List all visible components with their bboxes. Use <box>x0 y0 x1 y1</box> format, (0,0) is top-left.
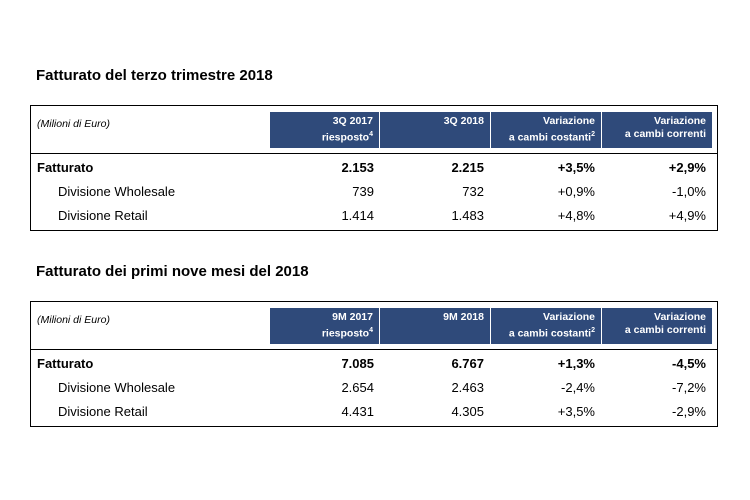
table-header: (Milioni di Euro) 9M 2017 riesposto4 9M … <box>31 302 717 350</box>
revenue-table-9m: (Milioni di Euro) 9M 2017 riesposto4 9M … <box>30 301 718 427</box>
table-row-retail: Divisione Retail 4.431 4.305 +3,5% -2,9% <box>58 404 706 419</box>
table-row-fatturato: Fatturato 7.085 6.767 +1,3% -4,5% <box>37 356 706 371</box>
column-header-current-period: 3Q 2018 <box>443 115 484 127</box>
column-header-current-fx: Variazione a cambi correnti <box>624 115 706 140</box>
column-header-prior-period: 9M 2017 riesposto4 <box>321 311 373 340</box>
units-label: (Milioni di Euro) <box>37 314 110 326</box>
table-row-wholesale: Divisione Wholesale 739 732 +0,9% -1,0% <box>58 184 706 199</box>
table-row-wholesale: Divisione Wholesale 2.654 2.463 -2,4% -7… <box>58 380 706 395</box>
column-header-current-fx: Variazione a cambi correnti <box>624 311 706 336</box>
revenue-table-q3: (Milioni di Euro) 3Q 2017 riesposto4 3Q … <box>30 105 718 231</box>
table-row-retail: Divisione Retail 1.414 1.483 +4,8% +4,9% <box>58 208 706 223</box>
column-header-band: 3Q 2017 riesposto4 3Q 2018 Variazione a … <box>270 112 712 148</box>
table-row-fatturato: Fatturato 2.153 2.215 +3,5% +2,9% <box>37 160 706 175</box>
column-header-constant-fx: Variazione a cambi costanti2 <box>508 311 595 340</box>
column-header-prior-period: 3Q 2017 riesposto4 <box>321 115 373 144</box>
units-label: (Milioni di Euro) <box>37 118 110 130</box>
column-header-constant-fx: Variazione a cambi costanti2 <box>508 115 595 144</box>
column-header-current-period: 9M 2018 <box>443 311 484 323</box>
table-header: (Milioni di Euro) 3Q 2017 riesposto4 3Q … <box>31 106 717 154</box>
column-header-band: 9M 2017 riesposto4 9M 2018 Variazione a … <box>270 308 712 344</box>
table2-title: Fatturato dei primi nove mesi del 2018 <box>36 263 309 280</box>
table1-title: Fatturato del terzo trimestre 2018 <box>36 67 273 84</box>
